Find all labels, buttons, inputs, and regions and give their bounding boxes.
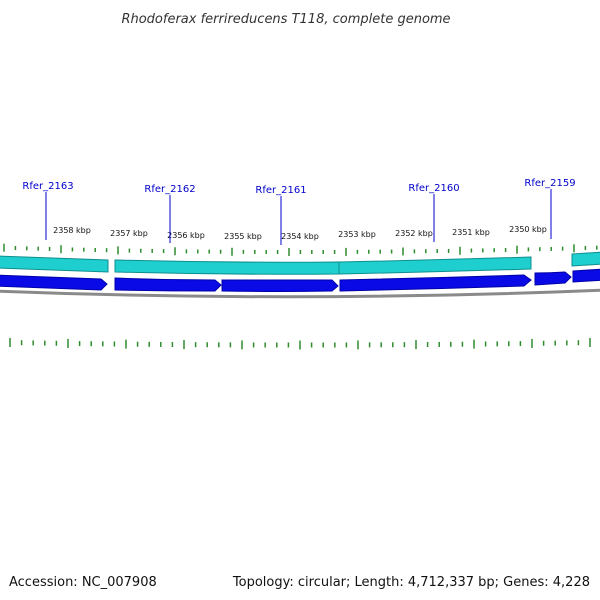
lower-tick-ruler <box>9 338 591 350</box>
cds-segment[interactable] <box>114 259 340 275</box>
gene-arrow-rfer-2161[interactable] <box>221 279 339 292</box>
gene-name-rfer-2162: Rfer_2162 <box>144 184 195 195</box>
gene-labels: Rfer_2163 Rfer_2162 Rfer_2161 Rfer_2160 … <box>22 178 576 245</box>
scale-label-2351: 2351 kbp <box>452 228 490 237</box>
scale-label-2354: 2354 kbp <box>281 232 319 241</box>
scale-label-2352: 2352 kbp <box>395 229 433 238</box>
topology-summary: Topology: circular; Length: 4,712,337 bp… <box>232 575 590 590</box>
upper-tick-ruler <box>3 243 598 256</box>
gene-label-rfer-2159[interactable]: Rfer_2159 <box>524 178 576 239</box>
cds-segment[interactable] <box>571 251 600 267</box>
genome-backbone <box>0 288 600 299</box>
gene-label-rfer-2160[interactable]: Rfer_2160 <box>408 183 460 242</box>
gene-name-rfer-2161: Rfer_2161 <box>255 185 306 196</box>
gene-name-rfer-2160: Rfer_2160 <box>408 183 459 194</box>
gene-label-rfer-2162[interactable]: Rfer_2162 <box>144 184 196 243</box>
accession-text: Accession: NC_007908 <box>9 575 157 590</box>
scale-label-2357: 2357 kbp <box>110 229 148 238</box>
gene-arrow-rfer-2159[interactable] <box>534 271 572 286</box>
map-title: Rhodoferax ferrireducens T118, complete … <box>121 12 450 27</box>
scale-label-2358: 2358 kbp <box>53 226 91 235</box>
cds-segment[interactable] <box>338 256 532 275</box>
cds-track <box>0 251 600 275</box>
gene-arrow-rfer-2162[interactable] <box>114 277 222 292</box>
scale-label-2356: 2356 kbp <box>167 231 205 240</box>
gene-name-rfer-2159: Rfer_2159 <box>524 178 575 189</box>
gene-label-rfer-2161[interactable]: Rfer_2161 <box>255 185 307 245</box>
gene-name-rfer-2163: Rfer_2163 <box>22 181 73 192</box>
scale-label-2353: 2353 kbp <box>338 230 376 239</box>
cds-segment[interactable] <box>0 255 109 273</box>
gene-label-rfer-2163[interactable]: Rfer_2163 <box>22 181 74 240</box>
scale-labels: 2358 kbp 2357 kbp 2356 kbp 2355 kbp 2354… <box>53 225 547 241</box>
gene-arrow-rfer-2160[interactable] <box>339 274 532 292</box>
gene-arrow-rfer-2163[interactable] <box>0 274 108 291</box>
gene-arrow[interactable] <box>572 268 600 283</box>
scale-label-2350: 2350 kbp <box>509 225 547 234</box>
gene-arrows <box>0 268 600 292</box>
scale-label-2355: 2355 kbp <box>224 232 262 241</box>
